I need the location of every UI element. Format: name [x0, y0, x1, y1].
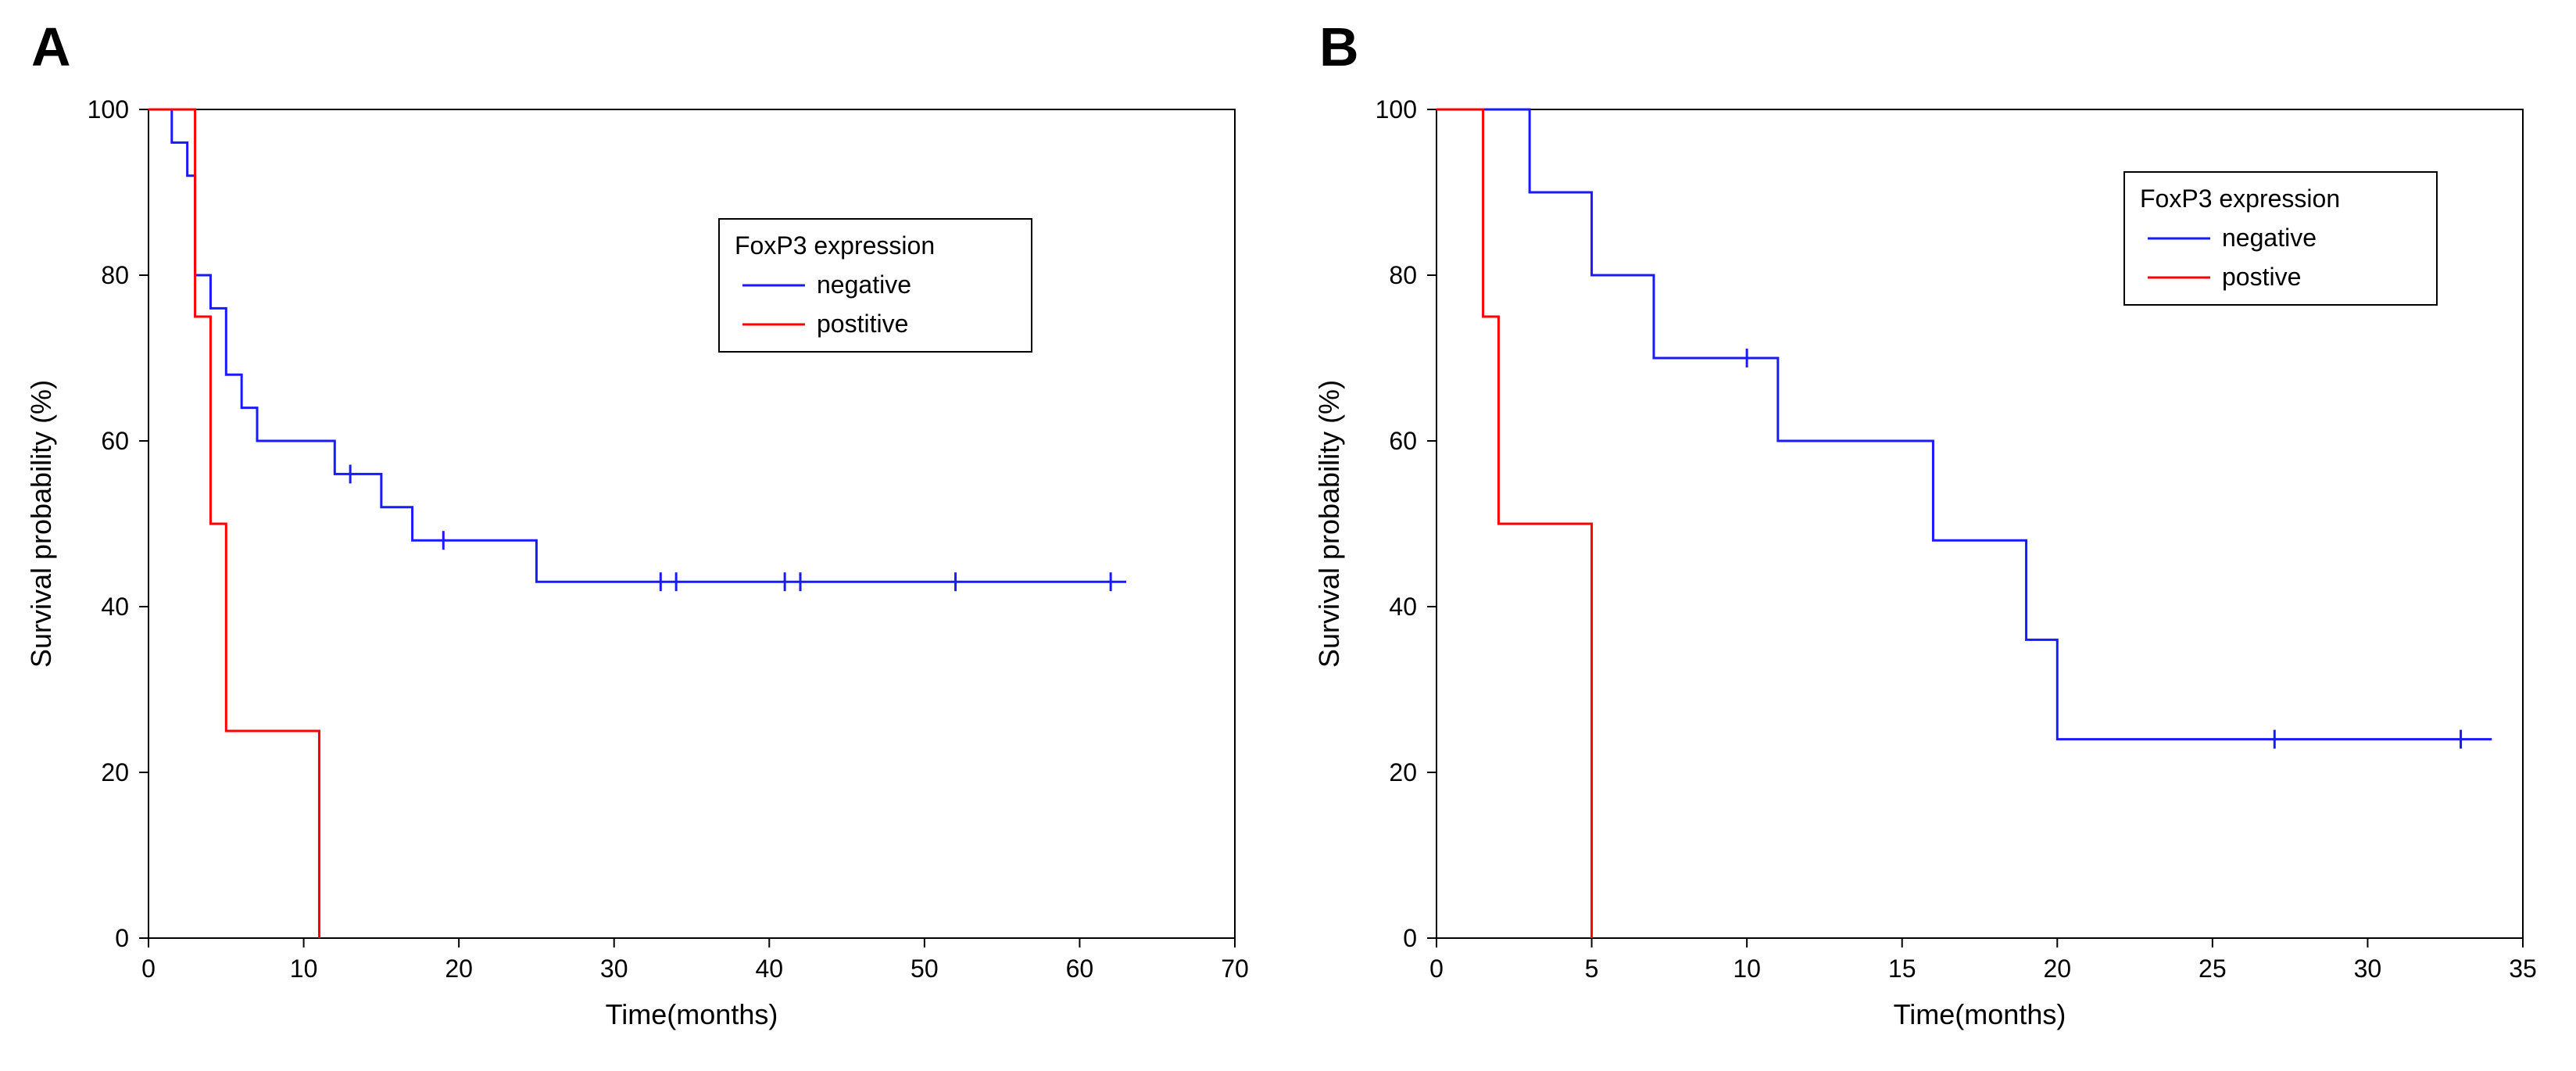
svg-text:20: 20 — [101, 758, 129, 786]
svg-text:30: 30 — [600, 955, 628, 983]
svg-text:0: 0 — [1403, 924, 1417, 952]
svg-text:Survival probability (%): Survival probability (%) — [25, 380, 57, 668]
svg-text:0: 0 — [141, 955, 156, 983]
svg-text:50: 50 — [911, 955, 939, 983]
svg-text:negative: negative — [817, 270, 911, 299]
svg-text:0: 0 — [1429, 955, 1444, 983]
svg-text:20: 20 — [1389, 758, 1417, 786]
svg-text:15: 15 — [1888, 955, 1916, 983]
svg-text:FoxP3 expression: FoxP3 expression — [2140, 184, 2340, 213]
svg-text:5: 5 — [1585, 955, 1599, 983]
panel-b-label: B — [1319, 16, 1359, 78]
svg-text:Survival probability (%): Survival probability (%) — [1313, 380, 1345, 668]
svg-text:30: 30 — [2354, 955, 2382, 983]
figure-container: A 010203040506070020406080100Time(months… — [16, 16, 2560, 1055]
svg-text:80: 80 — [101, 261, 129, 289]
svg-text:postitive: postitive — [817, 310, 908, 338]
svg-text:40: 40 — [755, 955, 783, 983]
svg-text:10: 10 — [290, 955, 318, 983]
svg-text:0: 0 — [115, 924, 129, 952]
svg-text:60: 60 — [1389, 427, 1417, 455]
svg-text:80: 80 — [1389, 261, 1417, 289]
panel-b-chart: 0 5 10 15 20 25 30 35 0 20 40 60 80 100 Time(months) Su… — [1304, 78, 2560, 1055]
svg-text:70: 70 — [1221, 955, 1249, 983]
svg-text:60: 60 — [1066, 955, 1094, 983]
svg-text:25: 25 — [2199, 955, 2227, 983]
svg-text:20: 20 — [2043, 955, 2071, 983]
svg-text:40: 40 — [1389, 593, 1417, 621]
panel-a-chart: 0 10 20 30 40 50 60 70 0 20 40 60 80 100 Time(months) S… — [16, 78, 1272, 1055]
panel-b: B 0 5 10 15 20 25 30 35 0 20 40 60 80 100 Time(months)… — [1304, 16, 2560, 1055]
svg-text:Time(months): Time(months) — [1894, 998, 2066, 1030]
svg-text:FoxP3 expression: FoxP3 expression — [735, 231, 935, 260]
svg-text:100: 100 — [1376, 95, 1417, 124]
svg-text:10: 10 — [1733, 955, 1761, 983]
svg-text:20: 20 — [445, 955, 473, 983]
svg-text:Time(months): Time(months) — [606, 998, 778, 1030]
panel-a-label: A — [31, 16, 71, 78]
svg-text:40: 40 — [101, 593, 129, 621]
svg-text:60: 60 — [101, 427, 129, 455]
svg-text:postive: postive — [2222, 263, 2301, 291]
svg-text:35: 35 — [2509, 955, 2537, 983]
svg-text:100: 100 — [88, 95, 129, 124]
panel-a: A 0 10 20 30 40 50 60 70 0 20 40 60 80 100 Time(months… — [16, 16, 1272, 1055]
svg-text:negative: negative — [2222, 224, 2317, 252]
